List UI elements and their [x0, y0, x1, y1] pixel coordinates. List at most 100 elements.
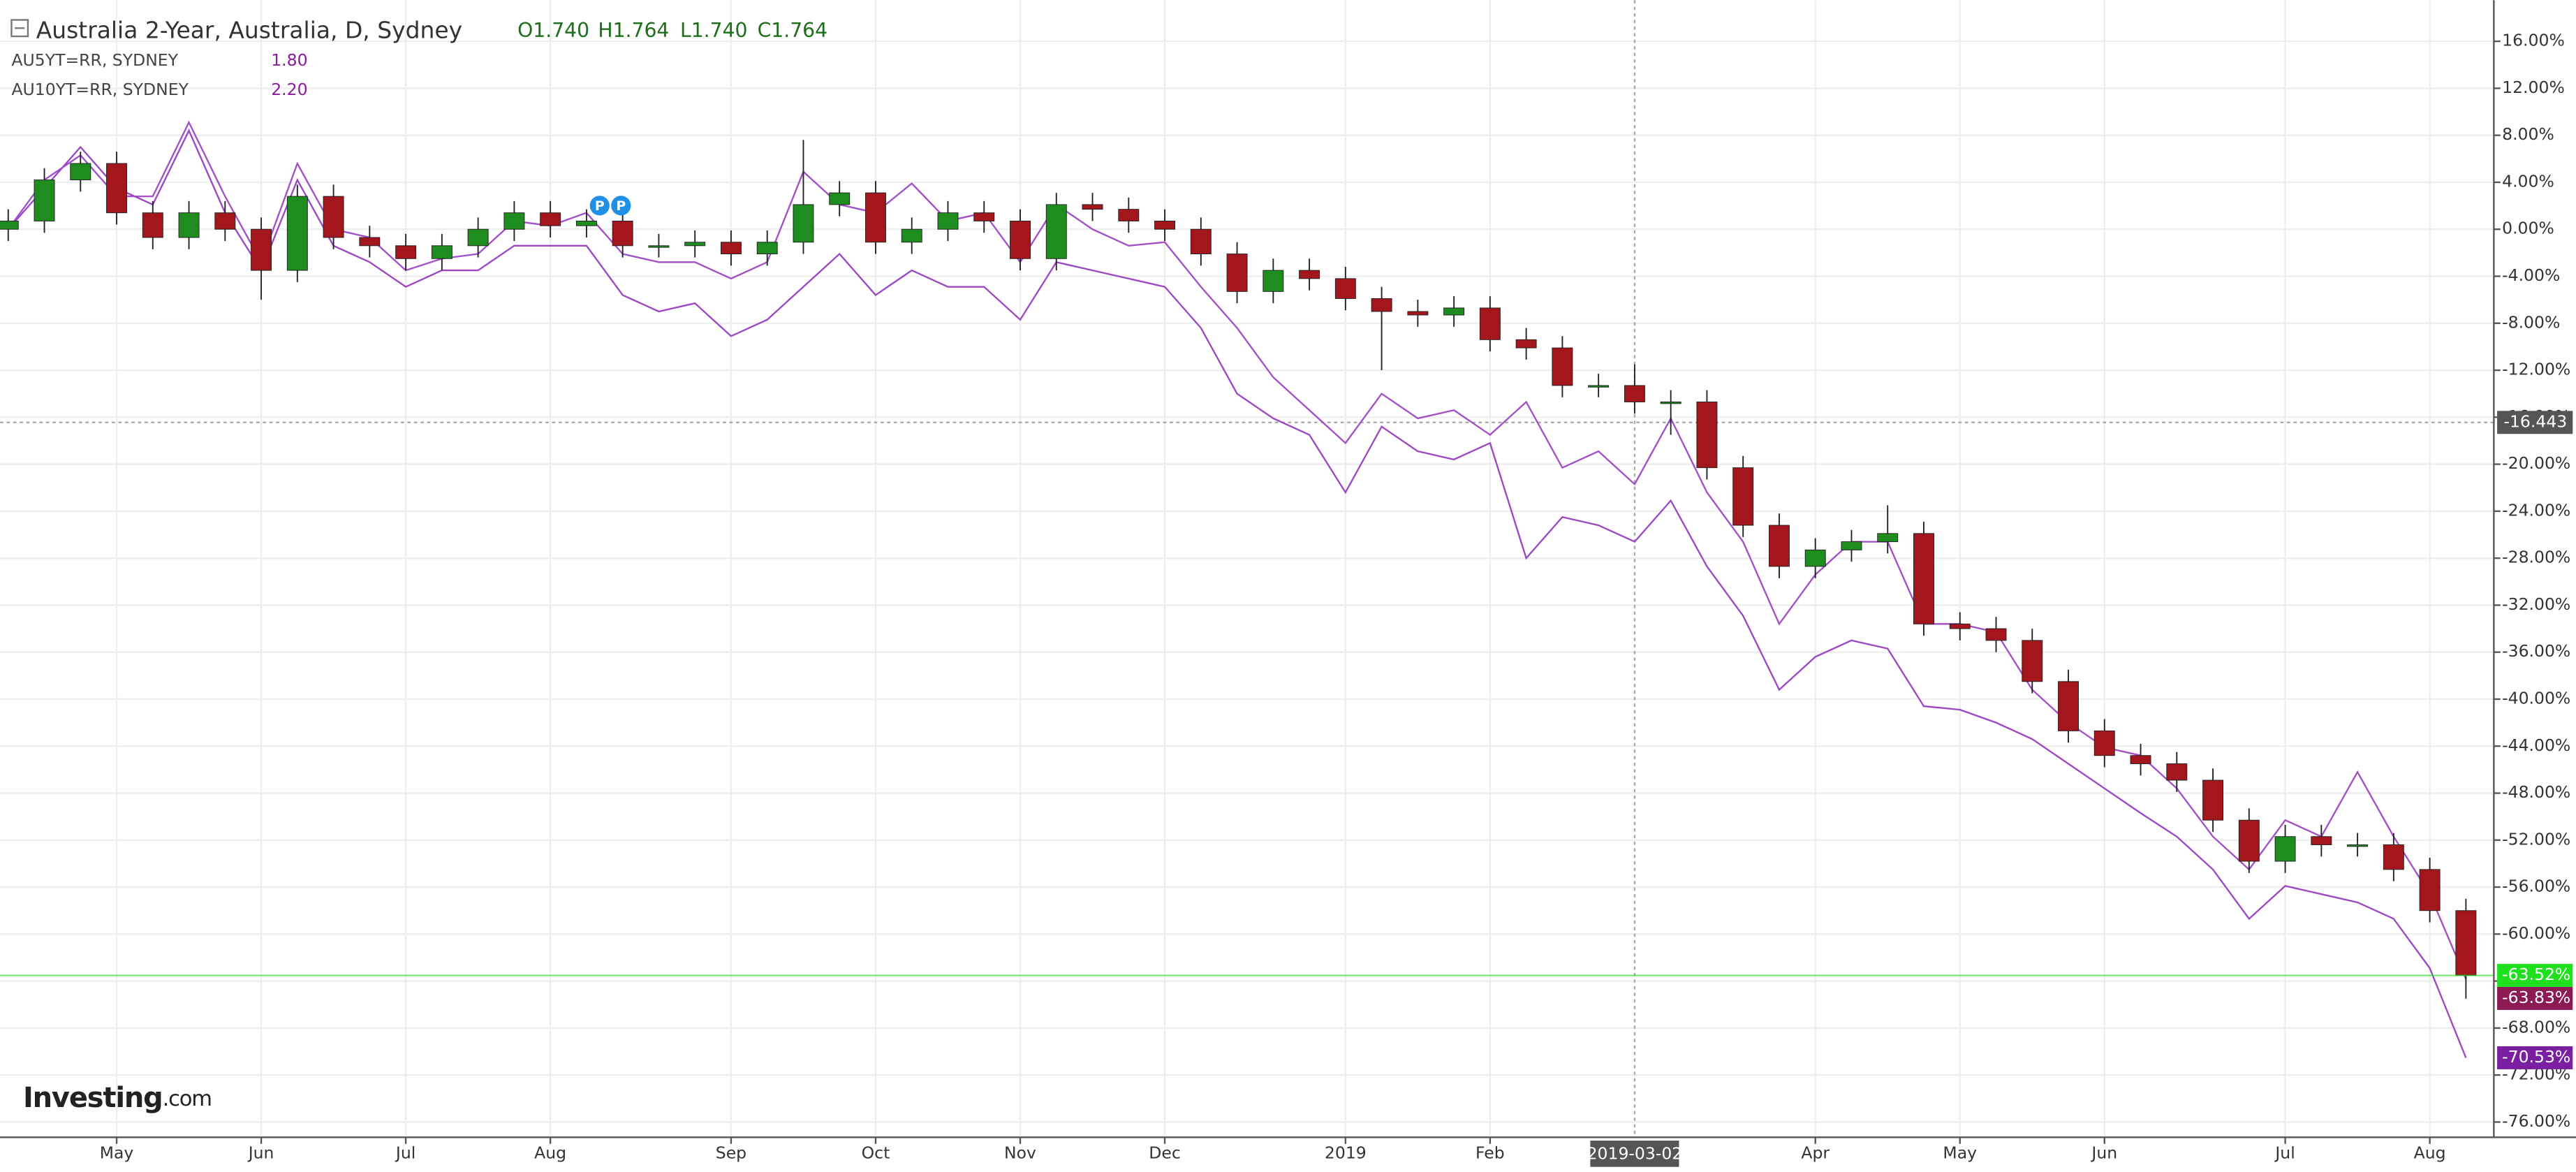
- x-tick-label: Nov: [1004, 1143, 1036, 1162]
- y-tick-label: -32.00%: [2502, 594, 2570, 614]
- candle-body: [1407, 311, 1429, 316]
- crosshair-y-label: -16.443: [2503, 411, 2567, 431]
- y-tick-label: 0.00%: [2502, 219, 2554, 238]
- candle-body: [1804, 549, 1826, 567]
- candle-body: [1118, 209, 1140, 221]
- candle-body: [793, 204, 814, 243]
- event-marker-label: P: [595, 199, 605, 214]
- candle-body: [756, 242, 778, 255]
- y-tick-label: -76.00%: [2502, 1111, 2570, 1131]
- crosshair-y-label-bg: [2497, 411, 2573, 434]
- candle-body: [1334, 278, 1356, 299]
- candle-body: [1082, 204, 1103, 210]
- ohlc-close: C1.764: [758, 19, 828, 42]
- candle-body: [2238, 819, 2260, 862]
- series-line: [7, 129, 2467, 1058]
- last-value-tag: [2497, 987, 2573, 1010]
- plot: [0, 120, 2494, 1058]
- candle-body: [901, 228, 922, 243]
- last-value-label: -63.52%: [2502, 965, 2570, 984]
- x-tick-label: Jul: [395, 1143, 415, 1162]
- y-tick-label: -44.00%: [2502, 735, 2570, 755]
- candle-body: [540, 212, 561, 226]
- candle-body: [34, 180, 55, 221]
- candle-body: [1913, 533, 1934, 624]
- candle-body: [1515, 339, 1537, 349]
- x-tick-label: Jun: [2090, 1143, 2117, 1162]
- candle-body: [2022, 640, 2043, 682]
- ohlc-low: L1.740: [680, 19, 748, 42]
- ohlc-open: O1.740: [517, 19, 589, 42]
- candle-body: [1443, 307, 1465, 316]
- candle-body: [2455, 910, 2477, 976]
- legend-entry: AU5YT=RR, SYDNEY: [11, 50, 178, 70]
- candle-body: [1154, 220, 1176, 230]
- candle-body: [829, 192, 851, 205]
- candle-body: [2093, 730, 2115, 756]
- candle-body: [1263, 270, 1284, 292]
- candle-body: [937, 212, 959, 230]
- candle-body: [720, 242, 742, 255]
- legend-value: 2.20: [271, 80, 307, 99]
- series-line: [7, 120, 2467, 980]
- x-tick-label: 2019: [1325, 1143, 1367, 1162]
- x-tick-label: Jun: [247, 1143, 274, 1162]
- y-tick-label: -24.00%: [2502, 500, 2570, 520]
- x-tick-label: Aug: [2414, 1143, 2446, 1162]
- logo-brand: Investing: [23, 1082, 163, 1114]
- candle-body: [251, 228, 272, 271]
- candle-body: [1877, 533, 1899, 543]
- candle-body: [2383, 844, 2404, 870]
- x-tick-label: Dec: [1149, 1143, 1181, 1162]
- candle-body: [2274, 836, 2296, 862]
- candle-body: [178, 212, 200, 238]
- ohlc-high: H1.764: [598, 19, 669, 42]
- candle-body: [1371, 298, 1392, 312]
- candle-body: [431, 245, 452, 259]
- y-tick-label: 4.00%: [2502, 171, 2554, 191]
- event-marker[interactable]: [611, 196, 631, 216]
- y-tick-label: 8.00%: [2502, 124, 2554, 144]
- candle-body: [1479, 307, 1501, 340]
- y-tick-label: -68.00%: [2502, 1017, 2570, 1037]
- candle-body: [1768, 525, 1790, 567]
- y-tick-label: -8.00%: [2502, 312, 2560, 332]
- candle-body: [106, 163, 128, 214]
- candle-body: [1299, 270, 1320, 279]
- candle-body: [1841, 541, 1862, 550]
- candle-body: [1949, 623, 1971, 629]
- x-tick-label: May: [100, 1143, 134, 1162]
- chart-title: Australia 2-Year, Australia, D, Sydney: [36, 16, 462, 43]
- candle-body: [323, 196, 344, 238]
- y-tick-label: -40.00%: [2502, 688, 2570, 708]
- candle-body: [1552, 347, 1573, 386]
- last-value-label: -63.83%: [2502, 988, 2570, 1007]
- candle-body: [2347, 844, 2369, 847]
- x-tick-label: May: [1943, 1143, 1977, 1162]
- y-tick-label: -12.00%: [2502, 360, 2570, 379]
- candle-body: [2419, 869, 2441, 911]
- crosshair-x-label: 2019-03-02: [1587, 1144, 1683, 1164]
- candle-body: [1045, 204, 1067, 259]
- candle-body: [467, 228, 489, 247]
- candle-body: [1624, 385, 1645, 402]
- candle-body: [1696, 401, 1718, 469]
- last-value-label: -70.53%: [2502, 1047, 2570, 1067]
- y-tick-label: -4.00%: [2502, 265, 2560, 285]
- y-tick-label: 12.00%: [2502, 78, 2565, 97]
- candle-body: [395, 245, 417, 259]
- last-value-tag: [2497, 964, 2573, 988]
- candle-body: [575, 220, 597, 226]
- x-tick-label: Jul: [2274, 1143, 2295, 1162]
- candle-body: [1010, 220, 1031, 259]
- candle-body: [214, 212, 236, 230]
- y-tick-label: -28.00%: [2502, 548, 2570, 567]
- candle-body: [286, 196, 308, 271]
- candle-body: [2058, 681, 2079, 731]
- y-tick-label: -60.00%: [2502, 923, 2570, 943]
- event-marker[interactable]: [589, 196, 610, 216]
- collapse-icon[interactable]: [10, 19, 29, 38]
- candle-body: [142, 212, 163, 238]
